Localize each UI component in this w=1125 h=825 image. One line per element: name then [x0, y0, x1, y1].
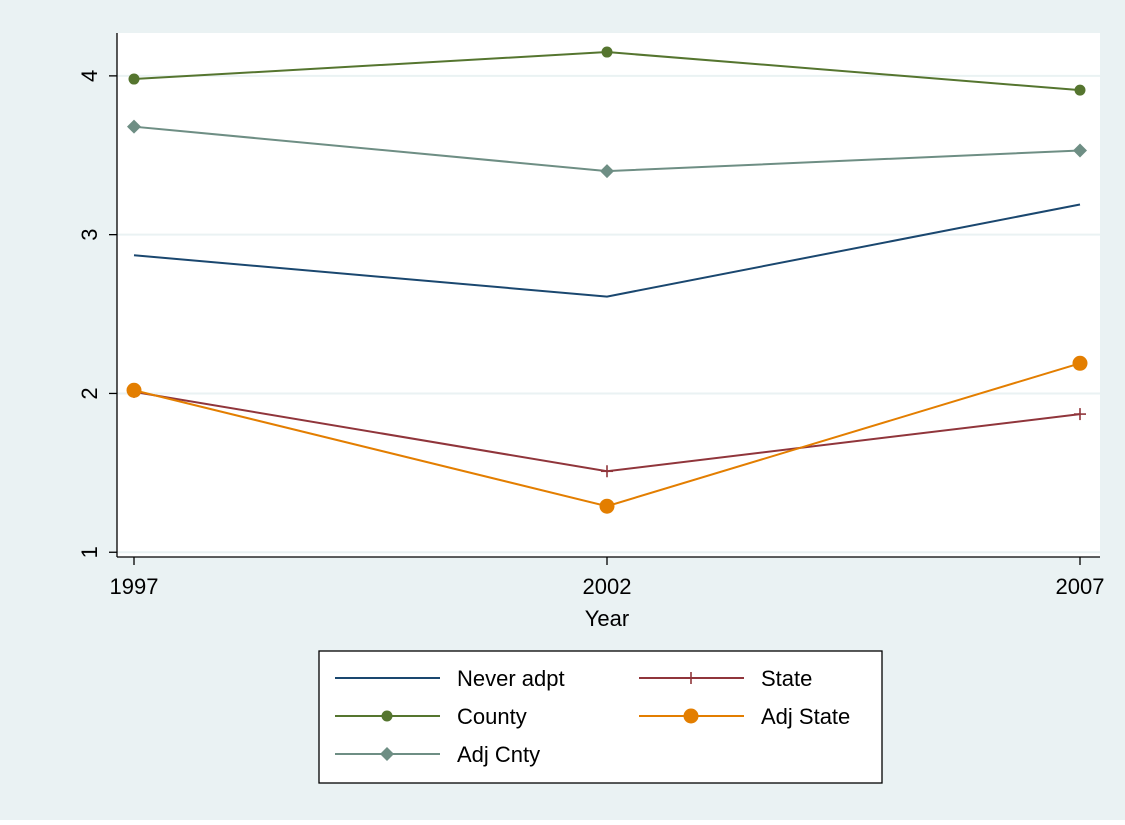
series-adj-cnty — [127, 119, 1087, 179]
x-ticks: 1997 2002 2007 — [110, 557, 1105, 599]
series-line-never-adpt — [133, 203, 1081, 298]
series-adj-state — [126, 355, 1088, 514]
x-tick-label: 2002 — [583, 574, 632, 599]
legend-item-never-adpt: Never adpt — [335, 666, 565, 691]
legend: Never adpt State County Adj State Adj Cnty — [318, 650, 883, 784]
data-point-adj-state-2002 — [599, 498, 615, 514]
data-point-state-2002 — [601, 465, 613, 478]
plot-area — [117, 33, 1100, 557]
y-ticks: 1 2 3 4 — [77, 70, 117, 558]
x-tick-label: 1997 — [110, 574, 159, 599]
y-tick-label: 4 — [77, 70, 102, 82]
data-point-adj-cnty-2007 — [1073, 143, 1087, 158]
y-tick-label: 3 — [77, 229, 102, 241]
data-point-adj-cnty-2002 — [600, 164, 614, 179]
y-tick-label: 2 — [77, 387, 102, 399]
legend-label: State — [761, 666, 812, 691]
series-lines — [126, 46, 1088, 514]
axes — [116, 33, 1100, 558]
y-tick-label: 1 — [77, 546, 102, 558]
data-point-county-1997 — [128, 73, 140, 85]
legend-marker-county — [381, 710, 393, 722]
legend-label: Adj Cnty — [457, 742, 540, 767]
data-point-state-2007 — [1074, 408, 1086, 421]
legend-item-county: County — [335, 704, 527, 729]
legend-marker-adj-cnty — [380, 747, 394, 761]
series-never-adpt — [133, 203, 1081, 298]
data-point-county-2002 — [601, 46, 613, 58]
legend-item-adj-cnty: Adj Cnty — [335, 742, 540, 767]
data-point-adj-state-2007 — [1072, 355, 1088, 371]
legend-marker-adj-state — [683, 708, 699, 724]
legend-item-state: State — [639, 666, 812, 691]
legend-label: Never adpt — [457, 666, 565, 691]
legend-marker-state — [685, 672, 697, 684]
legend-label: Adj State — [761, 704, 850, 729]
legend-label: County — [457, 704, 527, 729]
gridlines — [117, 74, 1100, 554]
legend-item-adj-state: Adj State — [639, 704, 850, 729]
data-point-adj-state-1997 — [126, 382, 142, 398]
x-axis-title: Year — [585, 606, 629, 631]
data-point-adj-cnty-1997 — [127, 119, 141, 134]
x-tick-label: 2007 — [1056, 574, 1105, 599]
data-point-county-2007 — [1074, 84, 1086, 96]
series-county — [128, 46, 1086, 96]
